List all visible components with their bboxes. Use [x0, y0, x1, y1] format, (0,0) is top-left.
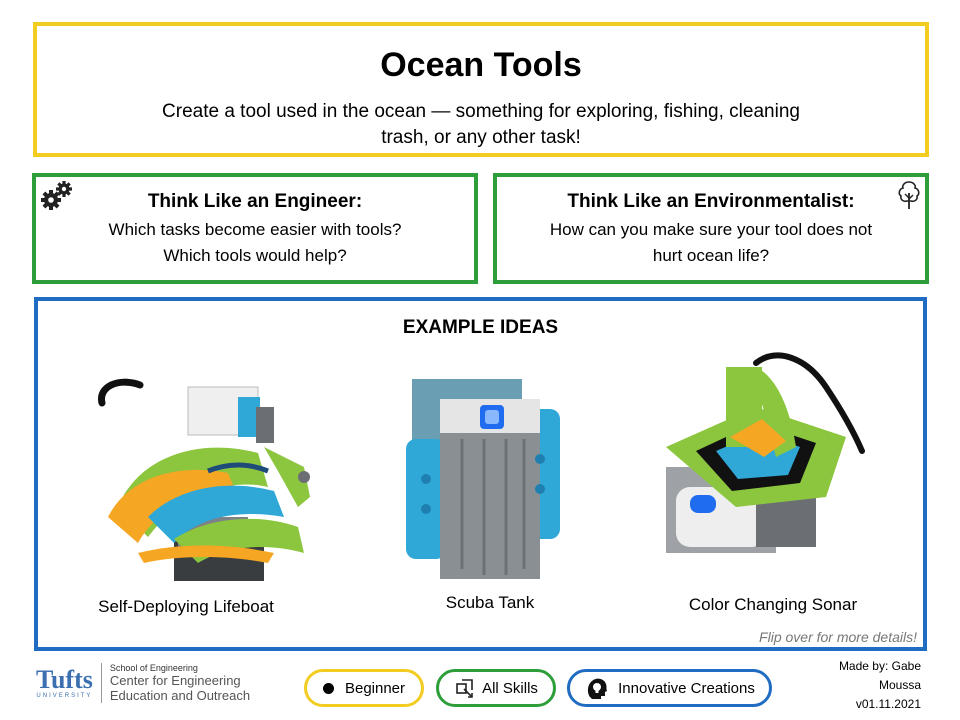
lifeboat-model-image [98, 378, 310, 581]
beginner-dot-icon [322, 682, 334, 694]
scuba-tank-model-image [406, 379, 560, 579]
title-box: Ocean Tools Create a tool used in the oc… [33, 22, 929, 157]
gears-icon [41, 181, 72, 210]
version-label: v01.11.2021 [855, 697, 921, 711]
made-by-line-1: Made by: Gabe [838, 659, 921, 673]
level-badge-beginner: Beginner [304, 669, 424, 707]
tree-icon [898, 181, 920, 209]
example-ideas-heading: EXAMPLE IDEAS [402, 317, 559, 338]
flip-over-note: Flip over for more details! [759, 629, 917, 645]
engineer-prompt-box: Think Like an Engineer: Which tasks beco… [32, 173, 478, 284]
example-caption-lifeboat: Self-Deploying Lifeboat [98, 597, 274, 616]
environmentalist-question-1: How can you make sure your tool does not [549, 220, 873, 239]
skills-badge-all-skills: All Skills [436, 669, 556, 707]
level-label: Beginner [344, 679, 406, 697]
logo-divider [100, 663, 102, 703]
page-subtitle: Create a tool used in the ocean — someth… [162, 101, 800, 148]
head-lightbulb-icon [588, 678, 608, 699]
category-label: Innovative Creations [618, 679, 755, 697]
logo-center-line-2: Education and Outreach [109, 688, 251, 703]
skills-arrows-icon [456, 679, 473, 698]
engineer-question-2: Which tools would help? [163, 246, 347, 265]
logo-center-line-1: Center for Engineering [109, 673, 241, 688]
category-badge-innovative-creations: Innovative Creations [567, 669, 772, 707]
environmentalist-prompt-box: Think Like an Environmentalist: How can … [493, 173, 929, 284]
credits: Made by: Gabe Moussa v01.11.2021 [839, 657, 921, 714]
example-caption-scuba-tank: Scuba Tank [445, 593, 535, 612]
page-title: Ocean Tools [380, 46, 582, 84]
skills-label: All Skills [482, 679, 538, 697]
engineer-question-1: Which tasks become easier with tools? [108, 220, 402, 239]
tufts-ceeo-logo: Tufts UNIVERSITY School of Engineering C… [36, 661, 250, 705]
logo-tufts-word: Tufts [36, 664, 93, 694]
logo-school-line: School of Engineering [109, 663, 198, 673]
logo-university-word: UNIVERSITY [36, 692, 93, 699]
example-ideas-box: EXAMPLE IDEAS [34, 297, 927, 651]
environmentalist-heading: Think Like an Environmentalist: [567, 191, 855, 212]
engineer-heading: Think Like an Engineer: [147, 191, 363, 212]
example-caption-sonar: Color Changing Sonar [688, 595, 858, 614]
made-by-line-2: Moussa [878, 678, 921, 692]
environmentalist-question-2: hurt ocean life? [652, 246, 770, 265]
sonar-model-image [666, 352, 865, 553]
